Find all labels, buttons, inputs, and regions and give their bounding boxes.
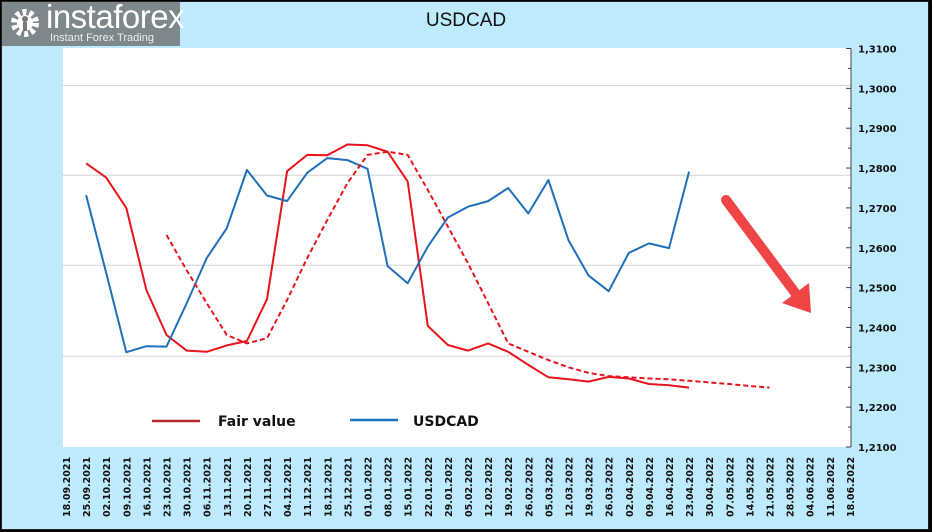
x-tick-label: 09.10.2021: [122, 457, 133, 517]
y-tick-label: 1,2400: [858, 323, 897, 334]
x-tick-label: 08.01.2022: [384, 457, 395, 517]
x-tick-label: 02.10.2021: [102, 457, 113, 517]
x-tick-label: 01.01.2022: [364, 457, 375, 517]
x-tick-label: 04.12.2021: [283, 457, 294, 517]
gear-icon: [11, 9, 39, 37]
x-tick-label: 06.11.2021: [203, 457, 214, 517]
x-tick-label: 16.04.2022: [665, 457, 676, 517]
y-tick-label: 1,2600: [858, 244, 897, 255]
x-tick-label: 19.03.2022: [585, 457, 596, 517]
x-tick-label: 11.06.2022: [826, 457, 837, 517]
x-tick-label: 21.05.2022: [766, 457, 777, 517]
chart-title: USDCAD: [425, 10, 507, 31]
logo-name: instaforex: [46, 0, 185, 35]
x-tick-label: 23.10.2021: [163, 457, 174, 517]
x-tick-label: 23.04.2022: [685, 457, 696, 517]
legend: Fair value USDCAD: [152, 414, 479, 430]
x-tick-label: 13.11.2021: [223, 457, 234, 517]
x-tick-label: 02.04.2022: [625, 457, 636, 517]
y-tick-label: 1,2200: [858, 403, 897, 414]
legend-label-usdcad: USDCAD: [413, 414, 479, 430]
x-tick-label: 11.12.2021: [303, 457, 314, 517]
y-tick-label: 1,2100: [858, 443, 897, 454]
y-tick-label: 1,2500: [858, 284, 897, 295]
x-tick-label: 18.09.2021: [62, 457, 73, 517]
x-tick-label: 29.01.2022: [444, 457, 455, 517]
x-tick-label: 07.05.2022: [725, 457, 736, 517]
x-tick-label: 12.02.2022: [484, 457, 495, 517]
instaforex-logo: instaforex Instant Forex Trading: [2, 0, 185, 46]
y-tick-label: 1,2700: [858, 204, 897, 215]
x-tick-label: 22.01.2022: [424, 457, 435, 517]
legend-label-fair-value: Fair value: [218, 414, 296, 430]
x-tick-label: 09.04.2022: [645, 457, 656, 517]
x-tick-label: 05.02.2022: [464, 457, 475, 517]
x-tick-label: 05.03.2022: [544, 457, 555, 517]
x-tick-label: 20.11.2021: [243, 457, 254, 517]
x-tick-label: 16.10.2021: [142, 457, 153, 517]
x-tick-label: 18.06.2022: [846, 457, 857, 517]
logo-tagline: Instant Forex Trading: [50, 32, 154, 44]
down-arrow-annotation: [721, 195, 811, 313]
x-tick-label: 18.12.2021: [323, 457, 334, 517]
x-tick-label: 12.03.2022: [565, 457, 576, 517]
x-tick-label: 25.12.2021: [343, 457, 354, 517]
x-tick-label: 28.05.2022: [786, 457, 797, 517]
y-tick-label: 1,3000: [858, 84, 897, 95]
plot-area: [63, 48, 851, 447]
x-tick-label: 27.11.2021: [263, 457, 274, 517]
x-tick-label: 14.05.2022: [745, 457, 756, 517]
x-tick-label: 26.03.2022: [605, 457, 616, 517]
y-tick-label: 1,2800: [858, 164, 897, 175]
x-tick-label: 04.06.2022: [806, 457, 817, 517]
x-tick-label: 25.09.2021: [82, 457, 93, 517]
x-tick-label: 26.02.2022: [524, 457, 535, 517]
x-tick-label: 30.10.2021: [183, 457, 194, 517]
y-tick-label: 1,3100: [858, 45, 897, 56]
x-tick-label: 15.01.2022: [404, 457, 415, 517]
x-tick-label: 19.02.2022: [504, 457, 515, 517]
x-tick-label: 30.04.2022: [705, 457, 716, 517]
y-tick-label: 1,2300: [858, 363, 897, 374]
y-tick-label: 1,2900: [858, 124, 897, 135]
